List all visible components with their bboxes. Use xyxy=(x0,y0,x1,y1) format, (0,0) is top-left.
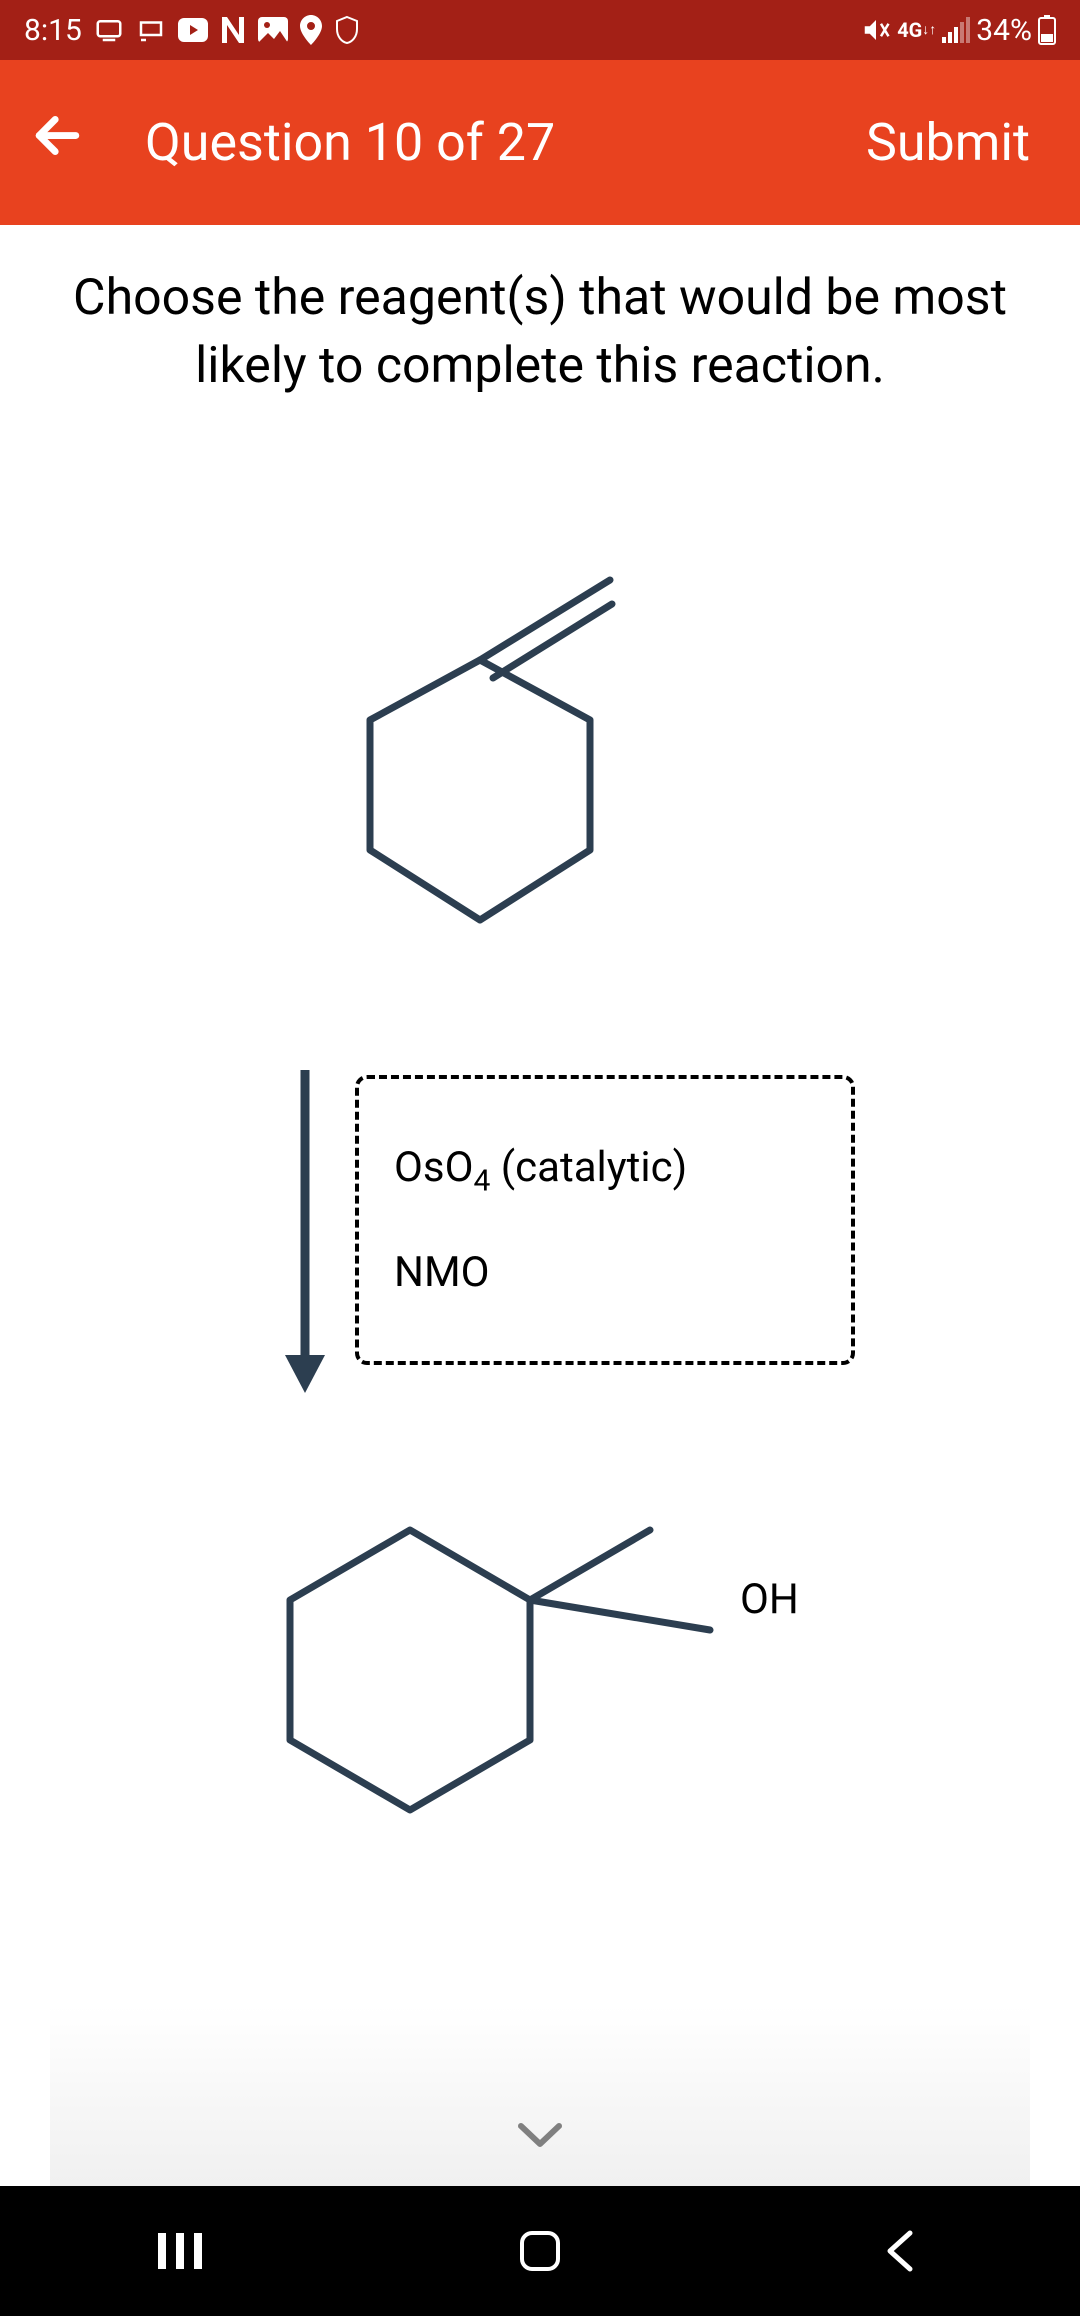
reactant-molecule xyxy=(330,550,750,974)
image-icon xyxy=(258,17,288,43)
content-area: Choose the reagent(s) that would be most… xyxy=(0,225,1080,2186)
youtube-icon xyxy=(178,18,208,42)
status-time: 8:15 xyxy=(24,13,82,48)
reagent-line-2: NMO xyxy=(394,1248,816,1297)
nav-back-button[interactable] xyxy=(850,2227,950,2275)
battery-percent: 34% xyxy=(976,13,1032,48)
network-4g-icon: 4G↓↑ xyxy=(897,20,936,40)
scroll-down-chevron[interactable] xyxy=(515,2108,565,2166)
signal-icon xyxy=(942,17,970,43)
back-button[interactable] xyxy=(30,107,85,178)
status-left: 8:15 xyxy=(24,13,360,48)
battery-icon xyxy=(1038,15,1056,45)
shield-icon xyxy=(334,15,360,45)
reagent-dropzone[interactable]: OsO4 (catalytic) NMO xyxy=(355,1075,855,1365)
android-nav-bar xyxy=(0,2186,1080,2316)
status-right: 4G↓↑ 34% xyxy=(861,13,1056,48)
n-icon xyxy=(220,15,246,45)
nav-recents-button[interactable] xyxy=(130,2229,230,2273)
location-icon xyxy=(300,15,322,45)
question-text: Choose the reagent(s) that would be most… xyxy=(50,265,1030,400)
android-status-bar: 8:15 4G↓↑ 34% xyxy=(0,0,1080,60)
mute-icon xyxy=(861,15,891,45)
reaction-arrow xyxy=(275,1065,335,1399)
reagent-line-1: OsO4 (catalytic) xyxy=(394,1143,816,1198)
product-molecule xyxy=(250,1470,770,1894)
oh-label: OH xyxy=(740,1575,799,1624)
nav-home-button[interactable] xyxy=(490,2227,590,2275)
reaction-diagram: OsO4 (catalytic) NMO OH xyxy=(50,480,1030,2186)
app-bar: Question 10 of 27 Submit xyxy=(0,60,1080,225)
page-title: Question 10 of 27 xyxy=(145,112,866,173)
submit-button[interactable]: Submit xyxy=(866,112,1030,173)
message-icon xyxy=(94,15,124,45)
cast-icon xyxy=(136,15,166,45)
